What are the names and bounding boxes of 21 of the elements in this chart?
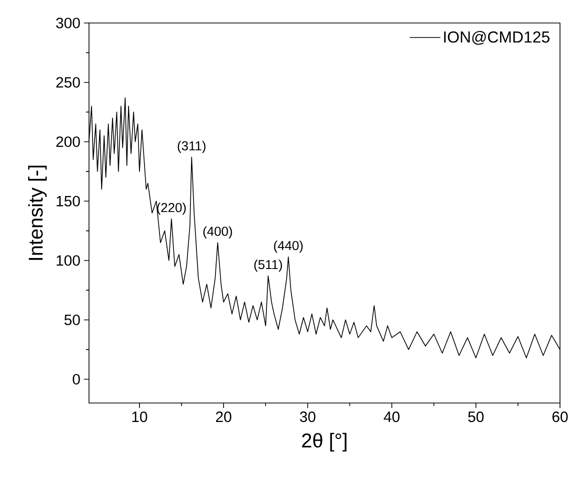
annotation: (440) xyxy=(274,240,303,253)
annotation: (220) xyxy=(157,202,186,215)
x-tick-label: 50 xyxy=(468,412,484,422)
annotation: (311) xyxy=(178,140,206,153)
annotation: (511) xyxy=(254,260,282,272)
y-tick-label: 100 xyxy=(56,255,80,266)
x-tick-label: 60 xyxy=(552,412,568,422)
y-tick-label: 0 xyxy=(72,374,80,385)
y-tick-label: 50 xyxy=(64,314,80,326)
y-tick-label: 150 xyxy=(56,196,80,206)
y-tick-label: 200 xyxy=(56,136,80,148)
x-tick-label: 30 xyxy=(300,412,316,422)
y-axis-title: Intensity [-] xyxy=(28,166,47,260)
x-axis-title: 2θ [°] xyxy=(302,432,346,452)
y-tick-label: 300 xyxy=(56,18,80,28)
x-tick-label: 10 xyxy=(132,412,148,422)
annotation: (400) xyxy=(203,226,232,238)
x-tick-label: 20 xyxy=(216,412,232,422)
legend-label: ION@CMD125 xyxy=(444,30,550,45)
x-tick-label: 40 xyxy=(384,412,400,422)
y-tick-label: 250 xyxy=(56,77,80,88)
